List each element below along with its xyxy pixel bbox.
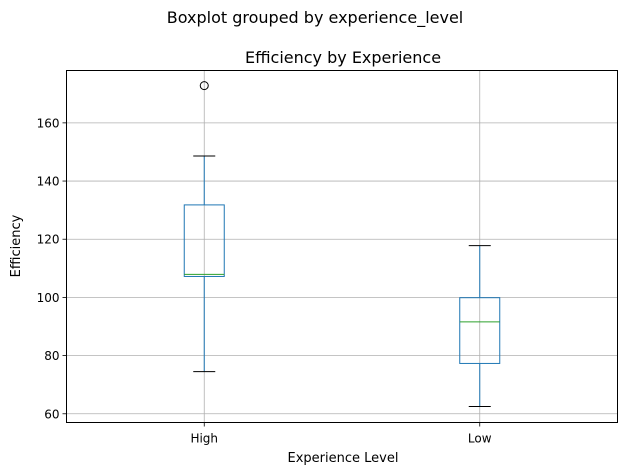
y-tick-label: 100 xyxy=(37,291,60,305)
outlier-point xyxy=(199,81,209,91)
y-tick-label: 160 xyxy=(37,116,60,130)
grid-lines xyxy=(66,70,618,423)
y-tick-label: 80 xyxy=(44,349,59,363)
iqr-box xyxy=(459,297,501,364)
y-axis: 60 80 100 120 140 160 xyxy=(37,116,67,421)
box-low xyxy=(459,245,501,407)
x-axis-label: Experience Level xyxy=(288,451,399,466)
chart-suptitle: Boxplot grouped by experience_level xyxy=(167,8,463,28)
iqr-box xyxy=(183,204,225,277)
box-high xyxy=(183,81,225,373)
box-layer xyxy=(183,81,501,407)
y-axis-label: Efficiency xyxy=(9,214,24,277)
x-tick-label: High xyxy=(190,432,218,446)
x-tick-label: Low xyxy=(468,432,492,446)
y-tick-label: 60 xyxy=(44,407,59,421)
x-axis: High Low xyxy=(190,422,492,446)
y-tick-label: 140 xyxy=(37,175,60,189)
y-tick-label: 120 xyxy=(37,233,60,247)
chart-title: Efficiency by Experience xyxy=(245,48,441,67)
plot-frame xyxy=(66,70,618,423)
